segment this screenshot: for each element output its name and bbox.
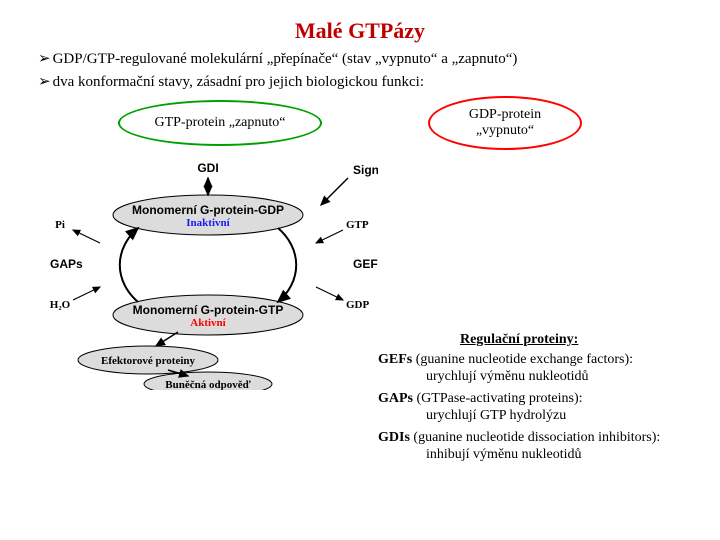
svg-text:GEFs: GEFs (353, 257, 378, 271)
state-off-line2: „vypnuto“ (469, 123, 541, 138)
state-row: GTP-protein „zapnuto“ GDP-protein „vypnu… (38, 96, 682, 156)
reg-title: Regulační proteiny: (378, 331, 660, 349)
svg-text:Monomerní G-protein-GDP: Monomerní G-protein-GDP (132, 203, 284, 217)
state-on-ellipse: GTP-protein „zapnuto“ (118, 100, 322, 146)
bullet-arrow: ➢ (38, 73, 51, 90)
cycle-diagram: Monomerní G-protein-GDPInaktivní Monomern… (38, 160, 378, 390)
bullet-1-text: GDP/GTP-regulované molekulární „přepínač… (53, 51, 518, 67)
reg-item: GDIs (guanine nucleotide dissociation in… (378, 429, 660, 464)
regulatory-block: Regulační proteiny: GEFs (guanine nucleo… (378, 331, 660, 468)
reg-item: GEFs (guanine nucleotide exchange factor… (378, 351, 660, 386)
bullet-arrow: ➢ (38, 50, 51, 67)
bullet-2-text: dva konformační stavy, zásadní pro jejic… (53, 74, 424, 90)
svg-text:GDP: GDP (346, 299, 370, 311)
diagram-area: Monomerní G-protein-GDPInaktivní Monomern… (38, 160, 682, 390)
state-on-label: GTP-protein „zapnuto“ (154, 115, 285, 130)
reg-item: GAPs (GTPase-activating proteins):urychl… (378, 390, 660, 425)
svg-text:GTP: GTP (346, 219, 369, 231)
state-off-ellipse: GDP-protein „vypnuto“ (428, 96, 582, 150)
state-off-line1: GDP-protein (469, 107, 541, 122)
svg-text:Buněčná odpověď: Buněčná odpověď (165, 379, 251, 390)
svg-text:Inaktivní: Inaktivní (186, 217, 230, 229)
svg-text:Pi: Pi (55, 219, 65, 231)
svg-text:H₂O: H₂O (50, 299, 71, 311)
svg-text:GDI: GDI (197, 161, 218, 175)
bullet-2: ➢dva konformační stavy, zásadní pro jeji… (38, 73, 682, 92)
svg-text:Monomerní G-protein-GTP: Monomerní G-protein-GTP (133, 303, 284, 317)
svg-text:Signál: Signál (353, 163, 378, 177)
svg-text:GAPs: GAPs (50, 257, 83, 271)
svg-text:Aktivní: Aktivní (190, 317, 226, 329)
bullet-1: ➢GDP/GTP-regulované molekulární „přepína… (38, 50, 682, 69)
svg-text:Efektorové proteiny: Efektorové proteiny (101, 355, 195, 367)
page-title: Malé GTPázy (38, 18, 682, 44)
